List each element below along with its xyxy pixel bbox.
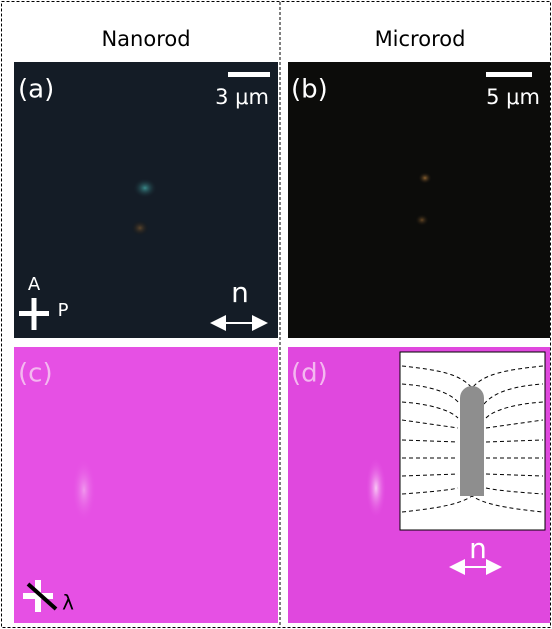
- cross: [32, 298, 37, 330]
- director-label: n: [231, 276, 249, 309]
- scale-bar: [486, 72, 532, 77]
- panel-label: (a): [18, 75, 54, 105]
- scale-text: 3 μm: [215, 85, 269, 109]
- figure: Nanorod Microrod (a) 3 μm A P n (b) 5 μm…: [0, 0, 552, 629]
- panel-label: (c): [18, 359, 53, 389]
- spot: [418, 172, 432, 184]
- polarizer: P: [58, 300, 69, 321]
- spot: [72, 458, 96, 522]
- panel-label: (b): [291, 75, 328, 105]
- scale-text: 5 μm: [486, 85, 540, 109]
- column-title: Nanorod: [101, 27, 190, 51]
- director-label: n: [469, 532, 487, 565]
- spot: [415, 214, 429, 226]
- inset: [400, 352, 545, 530]
- spot: [366, 458, 386, 518]
- panel-label: (d): [291, 359, 328, 389]
- spot: [133, 178, 157, 198]
- scale-bar: [228, 72, 270, 77]
- spot: [131, 220, 149, 236]
- column-title: Microrod: [375, 27, 466, 51]
- image-c: [14, 347, 278, 623]
- plate-label: λ: [62, 591, 74, 615]
- analyzer: A: [28, 274, 41, 295]
